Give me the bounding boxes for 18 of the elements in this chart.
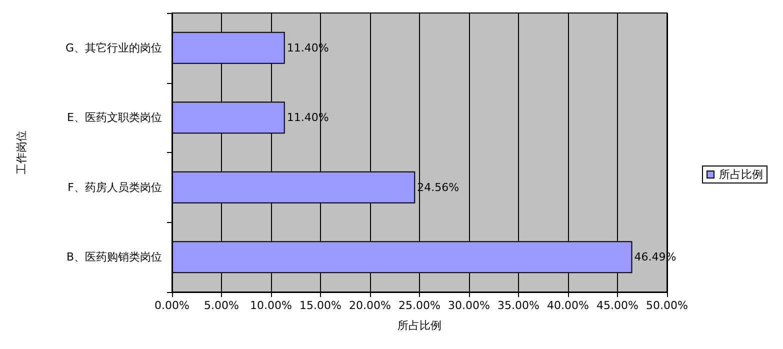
x-tick-label: 35.00% <box>498 299 540 312</box>
legend-label: 所占比例 <box>719 168 763 181</box>
x-tick-label: 10.00% <box>250 299 292 312</box>
x-tick-label: 0.00% <box>154 299 190 312</box>
y-tick-label: G、其它行业的岗位 <box>65 41 162 54</box>
y-tick-label: B、医药购销类岗位 <box>66 250 162 264</box>
y-tick-label: F、药房人员类岗位 <box>68 180 162 194</box>
x-axis-title: 所占比例 <box>398 319 442 332</box>
x-tick-label: 45.00% <box>596 299 638 312</box>
y-tick-label: E、医药文职类岗位 <box>67 111 162 124</box>
x-tick-label: 15.00% <box>300 299 342 312</box>
y-axis-title: 工作岗位 <box>15 130 28 174</box>
x-tick-label: 25.00% <box>398 299 440 312</box>
x-tick-label: 5.00% <box>204 299 239 312</box>
x-tick-label: 30.00% <box>448 299 490 312</box>
x-tick-label: 50.00% <box>646 299 688 312</box>
x-tick-label: 40.00% <box>547 299 589 312</box>
x-tick-label: 20.00% <box>349 299 391 312</box>
